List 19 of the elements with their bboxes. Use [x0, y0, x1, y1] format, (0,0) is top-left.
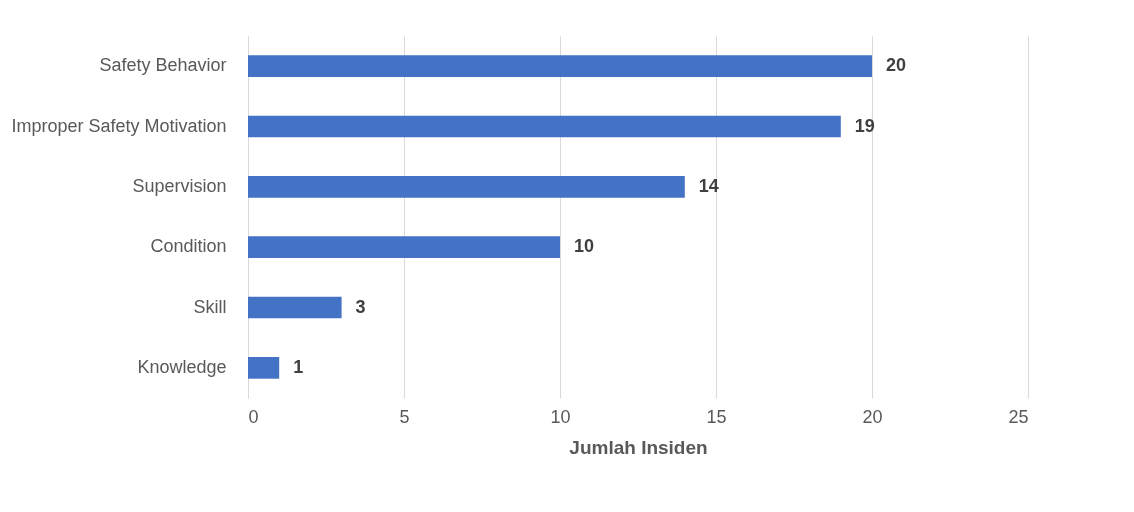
- x-tick-label: 20: [862, 406, 883, 427]
- x-tick-label: 10: [550, 406, 571, 427]
- y-tick-label: Improper Safety Motivation: [11, 115, 227, 136]
- x-axis-title: Jumlah Insiden: [569, 436, 708, 458]
- x-tick-label: 25: [1008, 406, 1029, 427]
- y-tick-label: Safety Behavior: [99, 55, 227, 76]
- data-label: 19: [854, 115, 875, 136]
- data-label: 10: [574, 236, 595, 257]
- data-label: 1: [293, 356, 304, 377]
- y-tick-label: Knowledge: [137, 356, 227, 377]
- data-label: 20: [886, 55, 907, 76]
- data-label: 14: [698, 175, 719, 196]
- y-tick-label: Skill: [193, 296, 227, 317]
- x-tick-label: 0: [248, 406, 259, 427]
- x-tick-label: 15: [706, 406, 727, 427]
- y-tick-label: Condition: [150, 236, 227, 257]
- y-tick-label: Supervision: [132, 175, 227, 196]
- data-label: 3: [355, 296, 366, 317]
- x-tick-label: 5: [399, 406, 410, 427]
